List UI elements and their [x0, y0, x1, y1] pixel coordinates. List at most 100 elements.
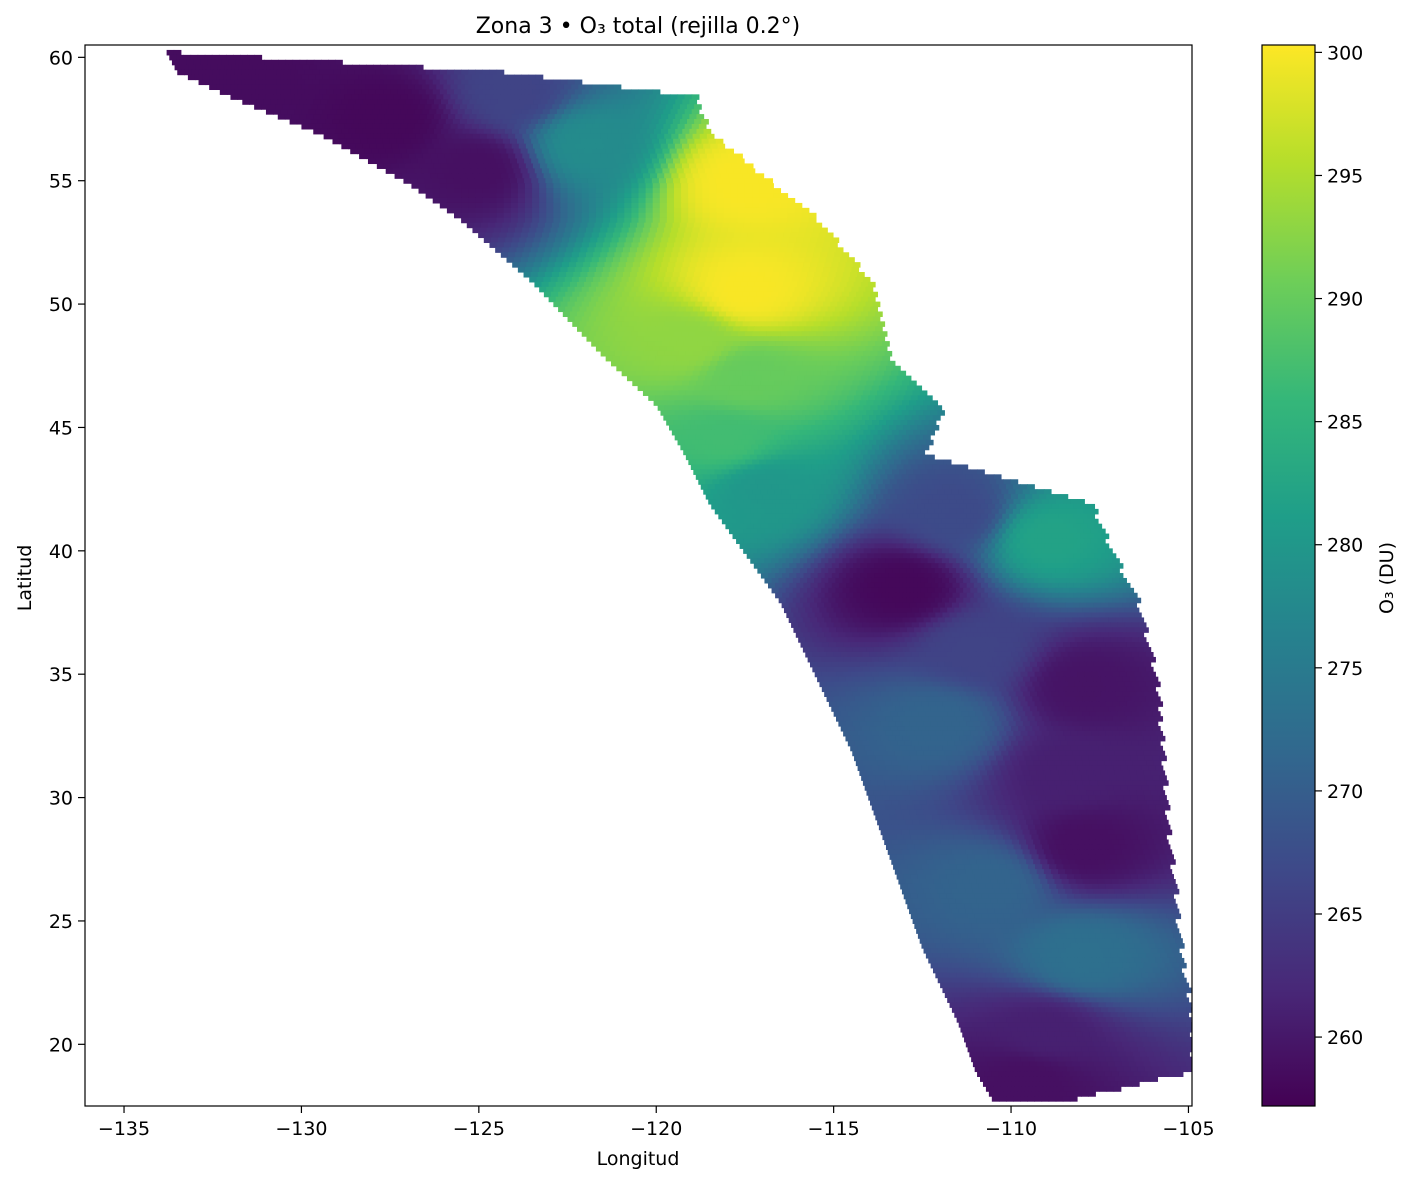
- heatmap-cell: [658, 365, 667, 372]
- heatmap-cell: [951, 474, 959, 480]
- heatmap-cell: [758, 385, 766, 392]
- heatmap-cell: [536, 252, 545, 258]
- heatmap-cell: [483, 114, 492, 120]
- heatmap-cell: [846, 533, 854, 540]
- heatmap-cell: [920, 405, 928, 411]
- heatmap-cell: [888, 424, 897, 431]
- heatmap-cell: [361, 69, 370, 76]
- heatmap-cell: [322, 94, 331, 100]
- heatmap-cell: [784, 390, 793, 396]
- heatmap-cell: [737, 188, 746, 194]
- heatmap-cell: [884, 405, 893, 411]
- heatmap-cell: [924, 503, 932, 510]
- heatmap-cell: [627, 109, 636, 115]
- heatmap-cell: [219, 69, 228, 76]
- heatmap-cell: [816, 459, 824, 466]
- heatmap-cell: [500, 74, 508, 81]
- heatmap-cell: [891, 390, 899, 396]
- heatmap-cell: [793, 444, 802, 451]
- heatmap-cell: [513, 168, 522, 174]
- heatmap-cell: [690, 326, 699, 332]
- heatmap-cell: [800, 247, 808, 253]
- heatmap-cell: [794, 267, 803, 273]
- heatmap-cell: [645, 217, 654, 224]
- heatmap-cell: [781, 434, 789, 441]
- heatmap-cell: [799, 454, 808, 461]
- heatmap-cell: [644, 222, 652, 229]
- heatmap-cell: [801, 316, 810, 322]
- heatmap-cell: [728, 469, 737, 475]
- heatmap-cell: [607, 276, 615, 283]
- heatmap-cell: [759, 183, 767, 189]
- heatmap-cell: [593, 336, 602, 342]
- heatmap-cell: [712, 375, 720, 382]
- heatmap-cell: [403, 104, 411, 110]
- heatmap-cell: [835, 499, 844, 505]
- heatmap-cell: [644, 365, 653, 372]
- heatmap-cell: [719, 168, 727, 174]
- heatmap-cell: [238, 64, 247, 71]
- heatmap-cell: [496, 193, 505, 199]
- heatmap-cell: [750, 469, 758, 475]
- heatmap-cell: [913, 469, 921, 475]
- heatmap-cell: [308, 123, 317, 130]
- heatmap-cell: [1012, 548, 1021, 554]
- heatmap-cell: [712, 257, 720, 263]
- heatmap-cell: [760, 360, 768, 367]
- heatmap-cell: [610, 197, 618, 204]
- heatmap-cell: [697, 326, 706, 332]
- heatmap-cell: [691, 415, 700, 421]
- heatmap-cell: [920, 454, 928, 461]
- heatmap-cell: [826, 439, 835, 446]
- heatmap-cell: [839, 395, 848, 401]
- heatmap-cell: [1115, 563, 1124, 569]
- heatmap-cell: [707, 454, 715, 461]
- heatmap-cell: [1058, 553, 1067, 559]
- heatmap-cell: [662, 168, 671, 174]
- heatmap-cell: [808, 212, 817, 219]
- heatmap-cell: [865, 459, 874, 466]
- heatmap-cell: [813, 321, 822, 327]
- heatmap-cell: [692, 336, 701, 342]
- heatmap-cell: [571, 153, 580, 160]
- heatmap-cell: [325, 119, 333, 125]
- heatmap-cell: [657, 336, 666, 342]
- heatmap-cell: [325, 104, 333, 110]
- heatmap-cell: [688, 193, 696, 199]
- heatmap-cell: [641, 148, 649, 155]
- heatmap-cell: [804, 464, 813, 470]
- heatmap-cell: [617, 331, 625, 337]
- heatmap-cell: [911, 439, 920, 446]
- heatmap-cell: [778, 538, 787, 545]
- heatmap-cell: [881, 533, 890, 540]
- heatmap-cell: [781, 400, 790, 406]
- heatmap-cell: [567, 89, 576, 95]
- heatmap-cell: [801, 444, 809, 451]
- heatmap-cell: [832, 355, 841, 362]
- heatmap-cell: [662, 311, 670, 318]
- heatmap-cell: [446, 69, 455, 76]
- heatmap-cell: [808, 346, 817, 352]
- heatmap-cell: [586, 133, 594, 140]
- heatmap-cell: [539, 183, 547, 189]
- heatmap-cell: [870, 548, 879, 554]
- heatmap-cell: [843, 365, 852, 372]
- heatmap-cell: [572, 291, 580, 298]
- heatmap-cell: [475, 212, 483, 219]
- heatmap-cell: [838, 573, 847, 579]
- heatmap-cell: [1002, 513, 1010, 520]
- heatmap-cell: [768, 424, 777, 431]
- heatmap-cell: [374, 104, 383, 110]
- heatmap-cell: [1066, 523, 1074, 530]
- heatmap-cell: [895, 563, 904, 569]
- heatmap-cell: [894, 410, 903, 416]
- heatmap-cell: [584, 311, 592, 318]
- heatmap-cell: [322, 74, 331, 81]
- heatmap-cell: [888, 563, 897, 569]
- heatmap-cell: [1087, 513, 1096, 520]
- heatmap-cell: [510, 242, 519, 248]
- heatmap-cell: [666, 365, 674, 372]
- heatmap-cell: [351, 64, 360, 71]
- heatmap-cell: [597, 99, 605, 105]
- heatmap-cell: [195, 64, 204, 71]
